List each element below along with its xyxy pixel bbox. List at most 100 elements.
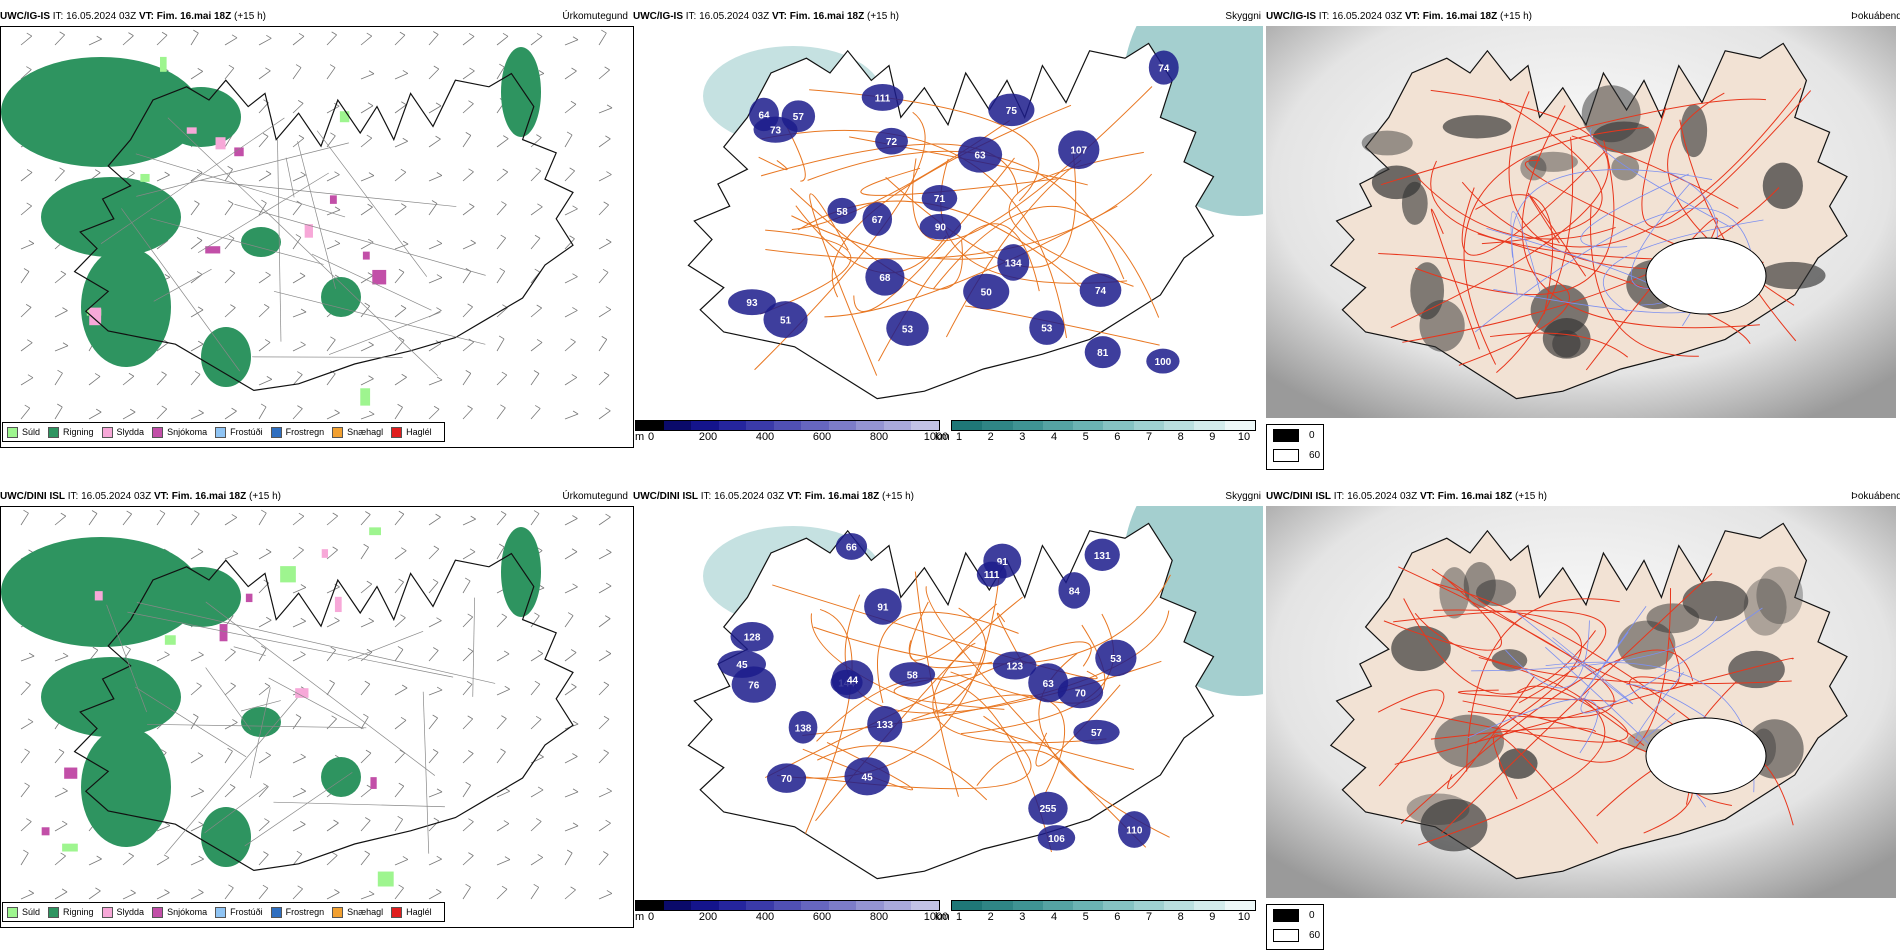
colorbar-cell: [636, 901, 664, 910]
legend-item: Haglél: [391, 426, 432, 438]
river: [1474, 207, 1752, 333]
road: [328, 311, 441, 355]
fog-index-map: [1266, 26, 1896, 418]
cloud-base-strip: [635, 900, 940, 911]
visibility-title: UWC/IG-IS IT: 16.05.2024 03Z VT: Fim. 16…: [633, 10, 899, 24]
low-cloud-area: [844, 757, 890, 796]
legend-label: Slydda: [116, 427, 145, 437]
coastline: [687, 522, 1215, 880]
it-prefix: IT:: [685, 11, 697, 22]
fog-area: [1552, 330, 1581, 358]
colorbar-cell: [636, 421, 664, 430]
colorbar-tick: 200: [698, 911, 718, 923]
road: [810, 613, 1135, 770]
rain-area: [501, 47, 541, 137]
visibility-strip: [951, 900, 1256, 911]
road: [127, 611, 454, 678]
cloud-base-label: 53: [1041, 324, 1053, 335]
road: [252, 356, 403, 358]
colorbar-cell: [691, 421, 719, 430]
cloud-base-label: 53: [902, 324, 914, 335]
it-prefix: IT:: [67, 491, 79, 502]
cloud-base-label: 58: [907, 670, 919, 681]
cloud-base-label: 91: [997, 557, 1009, 568]
colorbar-cell: [883, 421, 912, 430]
rain-area: [241, 707, 281, 737]
rain-area: [41, 177, 181, 257]
road: [153, 268, 212, 302]
low-cloud-area: [766, 763, 807, 793]
road: [1378, 252, 1570, 366]
colorbar-tick: 6: [1114, 911, 1121, 923]
fog-area: [1617, 620, 1676, 670]
river: [1589, 128, 1734, 229]
fog-legend-item: 60: [1273, 449, 1320, 462]
river: [1511, 169, 1713, 258]
low-cloud-area: [957, 136, 1003, 173]
legend-swatch: [101, 906, 113, 918]
road: [765, 641, 1092, 779]
low-cloud-area: [1073, 719, 1120, 745]
colorbar-tick: 1000: [923, 431, 949, 443]
fog-legend-swatch: [1273, 449, 1299, 462]
river: [1578, 605, 1647, 701]
legend-label: Snjókoma: [167, 907, 208, 917]
vt-prefix: VT:: [1404, 11, 1420, 22]
road: [1461, 87, 1802, 248]
fog-area: [1728, 650, 1785, 689]
model-name: UWC/IG-IS: [633, 11, 683, 22]
colorbar-tick: 1000: [923, 911, 949, 923]
precip-type-field-label: Úrkomutegund: [562, 11, 628, 22]
road: [1489, 332, 1629, 358]
colorbar-tick: 600: [812, 911, 832, 923]
vt-prefix: VT:: [771, 11, 787, 22]
precip-patch: [89, 307, 102, 326]
init-time: 16.05.2024 03Z: [1332, 11, 1403, 22]
lead-time: (+15 h): [1515, 491, 1547, 502]
precip-type-field-label: Úrkomutegund: [562, 491, 628, 502]
road: [234, 203, 486, 276]
legend-swatch: [391, 906, 403, 918]
road: [273, 801, 445, 808]
road: [136, 602, 496, 684]
fog-area: [1682, 580, 1749, 622]
road: [1458, 689, 1617, 702]
fog-area: [1491, 649, 1528, 672]
low-cloud-area: [728, 289, 776, 316]
road: [817, 745, 988, 801]
low-cloud-area: [997, 244, 1030, 281]
road: [1394, 657, 1794, 765]
precip-patch: [140, 173, 150, 182]
cloud-base-colorbar: 0 200 400 600 800 1000 m: [635, 420, 948, 445]
legend-item: Súld: [7, 426, 40, 438]
colorbar-tick: 10: [1237, 911, 1251, 923]
rain-area: [201, 327, 251, 387]
low-cloud-area: [1146, 348, 1180, 374]
cloud-base-label: 63: [974, 151, 986, 162]
road: [813, 574, 1171, 665]
road: [1390, 89, 1609, 329]
legend-swatch: [215, 906, 227, 918]
fog-area: [1581, 85, 1641, 143]
precip-patch: [377, 871, 394, 887]
legend-item: Snæhagl: [332, 906, 383, 918]
legend-label: Frostregn: [285, 427, 325, 437]
road: [1516, 685, 1645, 746]
cloud-base-label: 58: [837, 207, 849, 218]
colorbar-cell: [828, 421, 857, 430]
low-cloud-area: [1029, 310, 1065, 345]
low-cloud-area: [835, 533, 868, 560]
fog-area: [1420, 798, 1488, 852]
road: [1402, 187, 1780, 343]
road: [200, 180, 457, 207]
low-cloud-area: [1118, 811, 1151, 848]
legend-item: Frostregn: [270, 906, 324, 918]
it-prefix: IT:: [1318, 11, 1330, 22]
precip-patch: [339, 111, 350, 123]
valid-time: Fim. 16.mai 18Z: [171, 491, 247, 502]
road: [1524, 159, 1674, 245]
legend-swatch: [391, 426, 403, 438]
colorbar-cell: [718, 901, 747, 910]
road: [167, 117, 438, 376]
low-cloud-area: [921, 185, 958, 212]
